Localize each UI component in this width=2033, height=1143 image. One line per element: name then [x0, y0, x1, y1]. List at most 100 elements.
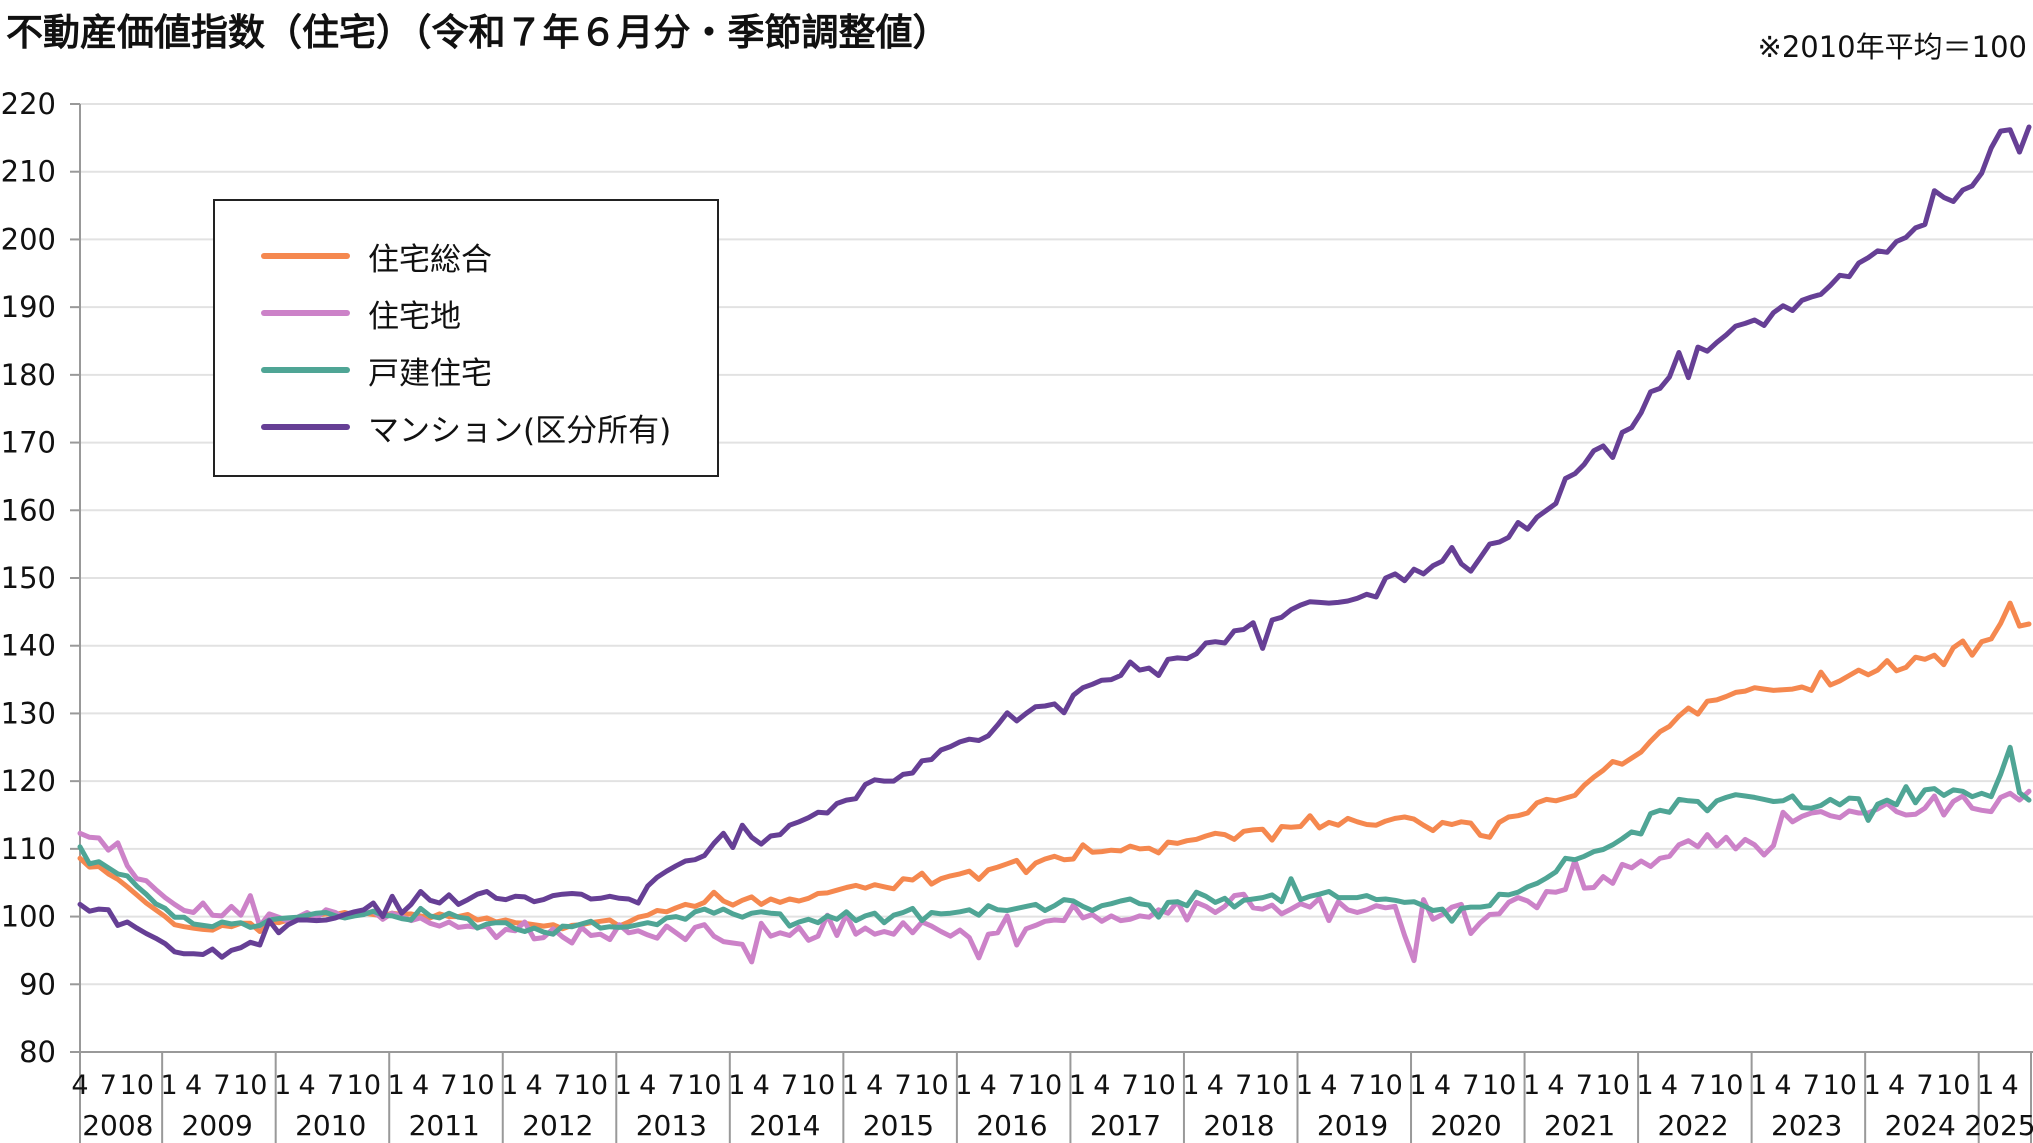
x-year-label: 2021 — [1544, 1109, 1615, 1142]
legend-item-kodate: 戸建住宅 — [215, 350, 492, 392]
x-month-label: 1 — [1296, 1070, 1313, 1101]
x-month-label: 1 — [1750, 1070, 1767, 1101]
x-month-label: 4 — [526, 1070, 543, 1101]
x-month-label: 7 — [1916, 1070, 1933, 1101]
x-month-label: 7 — [327, 1070, 344, 1101]
x-month-label: 4 — [1207, 1070, 1224, 1101]
x-month-label: 1 — [1636, 1070, 1653, 1101]
x-month-label: 1 — [1409, 1070, 1426, 1101]
x-month-label: 10 — [1028, 1070, 1062, 1101]
x-month-label: 7 — [1803, 1070, 1820, 1101]
x-month-label: 4 — [980, 1070, 997, 1101]
legend: 住宅総合 住宅地 戸建住宅 マンション(区分所有) — [213, 199, 719, 477]
legend-item-jutakuchi: 住宅地 — [215, 293, 461, 335]
y-tick-label: 180 — [1, 358, 56, 392]
legend-swatch — [261, 424, 350, 430]
x-month-label: 7 — [440, 1070, 457, 1101]
x-month-label: 7 — [1122, 1070, 1139, 1101]
x-month-label: 1 — [955, 1070, 972, 1101]
x-month-label: 10 — [1596, 1070, 1630, 1101]
x-month-label: 10 — [574, 1070, 608, 1101]
chart-title: 不動産価値指数（住宅）（令和７年６月分・季節調整値） — [6, 11, 950, 54]
x-month-label: 10 — [1709, 1070, 1743, 1101]
x-month-label: 7 — [1576, 1070, 1593, 1101]
x-month-label: 7 — [1689, 1070, 1706, 1101]
y-tick-label: 200 — [1, 222, 56, 256]
x-month-label: 1 — [1977, 1070, 1994, 1101]
legend-swatch — [261, 367, 350, 373]
x-month-label: 7 — [1008, 1070, 1025, 1101]
x-axis: 4 7 10 1 4 7 10 1 4 7 10 1 4 7 10 1 4 7 10 1 4 7 10 1 4 7 10 1 4 7 10 1… — [71, 104, 2033, 1143]
x-month-label: 1 — [274, 1070, 291, 1101]
series-line-3 — [77, 124, 2032, 960]
legend-item-mansion: マンション(区分所有) — [215, 407, 672, 449]
x-year-label: 2010 — [295, 1109, 366, 1142]
y-tick-label: 120 — [1, 764, 56, 798]
x-month-label: 1 — [1523, 1070, 1540, 1101]
x-month-label: 10 — [687, 1070, 721, 1101]
x-month-label: 1 — [728, 1070, 745, 1101]
x-month-label: 1 — [501, 1070, 518, 1101]
x-month-label: 4 — [1774, 1070, 1791, 1101]
x-month-label: 10 — [1141, 1070, 1175, 1101]
x-month-label: 7 — [895, 1070, 912, 1101]
legend-label: マンション(区分所有) — [368, 412, 672, 449]
x-month-label: 10 — [347, 1070, 381, 1101]
x-year-label: 2014 — [749, 1109, 820, 1142]
legend-label: 戸建住宅 — [368, 355, 492, 392]
x-month-label: 10 — [233, 1070, 267, 1101]
y-tick-label: 80 — [19, 1035, 56, 1069]
x-month-label: 1 — [1182, 1070, 1199, 1101]
x-year-label: 2011 — [409, 1109, 480, 1142]
x-month-label: 7 — [1235, 1070, 1252, 1101]
x-year-label: 2016 — [976, 1109, 1047, 1142]
series-lines — [77, 124, 2032, 965]
x-year-label: 2009 — [182, 1109, 253, 1142]
x-month-label: 4 — [71, 1070, 88, 1101]
x-month-label: 10 — [801, 1070, 835, 1101]
x-month-label: 4 — [412, 1070, 429, 1101]
x-month-label: 4 — [1093, 1070, 1110, 1101]
x-month-label: 1 — [388, 1070, 405, 1101]
x-year-label: 2017 — [1090, 1109, 1161, 1142]
x-month-label: 10 — [1255, 1070, 1289, 1101]
x-year-label: 2024 — [1885, 1109, 1956, 1142]
x-year-label: 2008 — [82, 1109, 153, 1142]
x-month-label: 4 — [2001, 1070, 2018, 1101]
x-year-label: 2023 — [1771, 1109, 1842, 1142]
x-month-label: 4 — [753, 1070, 770, 1101]
legend-item-sogo: 住宅総合 — [215, 236, 492, 278]
x-year-label: 2013 — [636, 1109, 707, 1142]
x-year-label: 2019 — [1317, 1109, 1388, 1142]
x-month-label: 4 — [1547, 1070, 1564, 1101]
x-month-label: 10 — [120, 1070, 154, 1101]
x-month-label: 1 — [161, 1070, 178, 1101]
x-month-label: 1 — [1864, 1070, 1881, 1101]
y-tick-label: 170 — [1, 426, 56, 460]
x-month-label: 4 — [1320, 1070, 1337, 1101]
x-month-label: 4 — [1434, 1070, 1451, 1101]
x-month-label: 4 — [298, 1070, 315, 1101]
x-month-label: 7 — [781, 1070, 798, 1101]
x-month-label: 4 — [185, 1070, 202, 1101]
x-year-label: 2025 — [1964, 1109, 2033, 1142]
x-year-label: 2018 — [1203, 1109, 1274, 1142]
x-month-label: 7 — [1349, 1070, 1366, 1101]
x-month-label: 1 — [1069, 1070, 1086, 1101]
x-month-label: 10 — [1368, 1070, 1402, 1101]
x-month-label: 7 — [554, 1070, 571, 1101]
y-tick-label: 150 — [1, 561, 56, 595]
series-line-2 — [77, 744, 2032, 937]
y-tick-label: 130 — [1, 696, 56, 730]
x-year-label: 2022 — [1657, 1109, 1728, 1142]
y-tick-label: 110 — [1, 832, 56, 866]
x-year-label: 2012 — [522, 1109, 593, 1142]
x-month-label: 10 — [914, 1070, 948, 1101]
y-tick-label: 190 — [1, 290, 56, 324]
y-tick-label: 210 — [1, 155, 56, 189]
x-month-label: 7 — [1462, 1070, 1479, 1101]
x-month-label: 4 — [1888, 1070, 1905, 1101]
x-month-label: 10 — [1823, 1070, 1857, 1101]
x-month-label: 7 — [667, 1070, 684, 1101]
